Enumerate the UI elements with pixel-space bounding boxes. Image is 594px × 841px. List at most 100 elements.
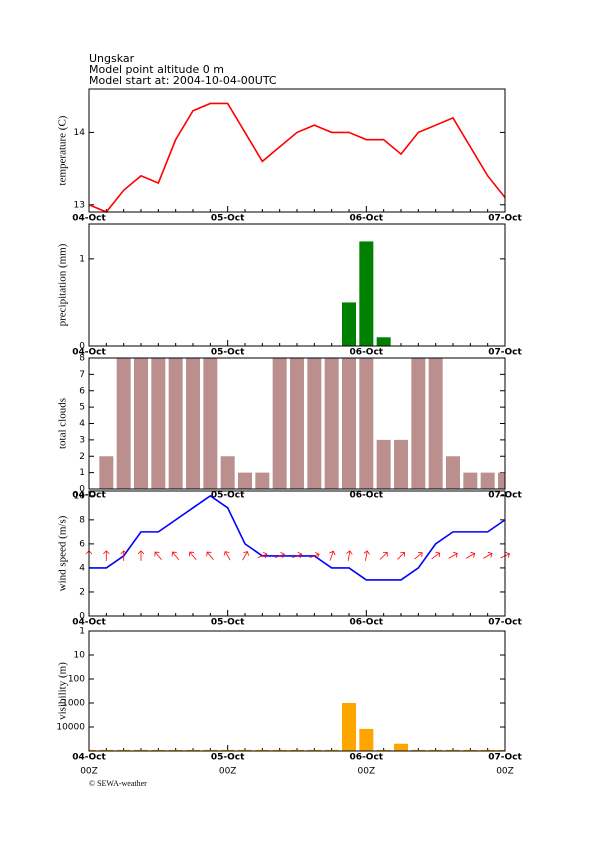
plot-frame bbox=[88, 490, 506, 617]
plot-frame bbox=[88, 357, 506, 490]
bar bbox=[394, 743, 408, 751]
altitude-line: Model point altitude 0 m bbox=[89, 63, 224, 76]
wind-arrow bbox=[154, 551, 162, 560]
wind-arrow bbox=[292, 552, 303, 559]
wind-arrow bbox=[448, 551, 458, 559]
x-tick-label: 04-Oct bbox=[72, 753, 106, 763]
wind-arrow bbox=[274, 552, 285, 559]
bar bbox=[359, 728, 374, 751]
y-tick-label: 0 bbox=[79, 485, 85, 495]
bar bbox=[272, 749, 287, 751]
bar bbox=[220, 749, 235, 751]
bar bbox=[359, 241, 374, 346]
y-tick-label: 0 bbox=[79, 612, 85, 622]
wind-arrow bbox=[363, 550, 370, 561]
bar bbox=[411, 749, 426, 751]
x-tick-label: 04-Oct bbox=[72, 214, 106, 224]
wind-arrow bbox=[103, 550, 110, 561]
wind-arrow bbox=[414, 551, 423, 560]
bar bbox=[498, 749, 505, 751]
bar bbox=[116, 358, 131, 489]
y-tick-label: 7 bbox=[79, 370, 85, 380]
bar bbox=[342, 358, 356, 489]
plot-frame bbox=[88, 223, 506, 347]
copyright: © SEWA-weather bbox=[89, 779, 147, 788]
bar bbox=[99, 456, 114, 489]
bar bbox=[446, 749, 460, 751]
bar bbox=[376, 749, 391, 751]
wind-arrow bbox=[346, 550, 353, 561]
bar bbox=[186, 749, 200, 751]
x-sublabel: 00Z bbox=[80, 767, 98, 777]
model-start-line: Model start at: 2004-10-04-00UTC bbox=[89, 74, 277, 87]
y-tick-label: 3 bbox=[79, 435, 85, 445]
y-axis-title: temperature (C) bbox=[57, 115, 69, 185]
y-tick-label: 1 bbox=[79, 254, 85, 264]
bar bbox=[238, 749, 252, 751]
bar bbox=[480, 749, 495, 751]
x-tick-label: 04-Oct bbox=[72, 618, 106, 628]
wind-arrow bbox=[431, 551, 441, 560]
bar bbox=[203, 358, 218, 489]
wind-arrow bbox=[397, 551, 405, 560]
x-tick-label: 07-Oct bbox=[488, 618, 522, 628]
x-tick-label: 06-Oct bbox=[350, 618, 384, 628]
bar bbox=[342, 703, 356, 751]
x-tick-label: 05-Oct bbox=[211, 491, 245, 501]
wind-arrow bbox=[309, 552, 320, 559]
bar bbox=[151, 749, 166, 751]
bar bbox=[220, 456, 235, 489]
y-tick-label: 10000 bbox=[56, 723, 85, 733]
y-tick-label: 100 bbox=[68, 675, 85, 685]
bar bbox=[463, 749, 478, 751]
bar bbox=[168, 749, 183, 751]
y-tick-label: 13 bbox=[74, 200, 85, 210]
bar bbox=[238, 472, 252, 489]
bar bbox=[307, 358, 322, 489]
bar bbox=[359, 358, 374, 489]
x-sublabel: 00Z bbox=[358, 767, 376, 777]
bar bbox=[134, 358, 148, 489]
wind-arrow bbox=[242, 551, 249, 561]
wind-arrow bbox=[206, 551, 214, 560]
y-tick-label: 6 bbox=[79, 539, 85, 549]
plot-frame bbox=[88, 630, 506, 752]
y-tick-label: 10 bbox=[74, 491, 86, 501]
y-axis-title: total clouds bbox=[57, 398, 69, 449]
bar bbox=[134, 749, 148, 751]
x-tick-label: 05-Oct bbox=[211, 618, 245, 628]
bar bbox=[168, 358, 183, 489]
bar bbox=[376, 337, 391, 346]
x-tick-label: 06-Oct bbox=[350, 214, 384, 224]
bar bbox=[290, 358, 304, 489]
wind-arrow bbox=[137, 550, 145, 561]
bar bbox=[186, 358, 200, 489]
x-tick-label: 05-Oct bbox=[211, 753, 245, 763]
wind-arrow bbox=[379, 551, 388, 560]
x-tick-label: 06-Oct bbox=[350, 348, 384, 358]
bar bbox=[116, 749, 131, 751]
y-tick-label: 1000 bbox=[62, 699, 85, 709]
x-sublabel: 00Z bbox=[496, 767, 514, 777]
x-tick-label: 07-Oct bbox=[488, 214, 522, 224]
y-axis-title: wind speed (m/s) bbox=[57, 515, 69, 591]
y-tick-label: 14 bbox=[74, 128, 86, 138]
wind-arrow bbox=[257, 552, 268, 559]
bar bbox=[324, 358, 339, 489]
bar bbox=[446, 456, 460, 489]
bar bbox=[307, 749, 322, 751]
x-tick-label: 05-Oct bbox=[211, 348, 245, 358]
wind-arrow bbox=[465, 551, 476, 559]
y-tick-label: 1 bbox=[79, 468, 85, 478]
location-title: Ungskar bbox=[89, 52, 135, 65]
y-tick-label: 10 bbox=[74, 651, 86, 661]
wind-arrow bbox=[329, 550, 336, 561]
bar bbox=[411, 358, 426, 489]
x-tick-label: 04-Oct bbox=[72, 348, 106, 358]
wind-arrow bbox=[189, 551, 197, 560]
bar bbox=[498, 472, 505, 489]
x-tick-label: 05-Oct bbox=[211, 214, 245, 224]
y-tick-label: 6 bbox=[79, 386, 85, 396]
y-tick-label: 4 bbox=[79, 419, 85, 429]
bar bbox=[394, 439, 408, 489]
